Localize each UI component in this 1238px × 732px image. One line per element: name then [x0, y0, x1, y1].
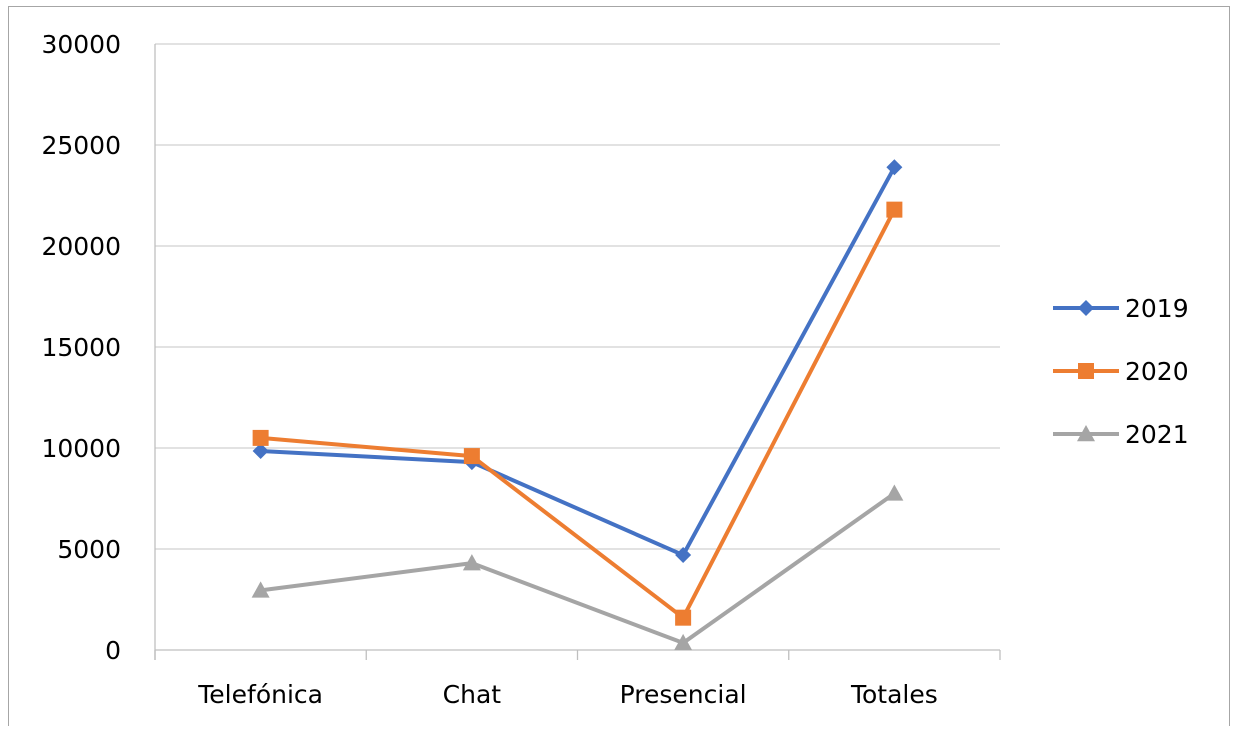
data-point: [252, 443, 269, 460]
data-point: [251, 581, 270, 598]
y-tick-label: 20000: [41, 232, 121, 261]
series-group: [251, 159, 904, 651]
x-tick-label: Totales: [850, 680, 938, 709]
data-point: [674, 633, 693, 651]
legend-label: 2020: [1125, 357, 1189, 386]
axes: [154, 44, 1001, 660]
legend-item-2021: 2021: [1053, 420, 1189, 449]
y-tick-label: 30000: [41, 30, 121, 59]
y-tick-label: 25000: [41, 131, 121, 160]
legend-item-2019: 2019: [1053, 294, 1189, 323]
legend-item-2020: 2020: [1053, 357, 1189, 386]
y-tick-label: 15000: [41, 333, 121, 362]
series-line: [260, 491, 896, 645]
y-tick-label: 0: [105, 636, 121, 665]
data-point: [463, 448, 480, 465]
gridlines: [155, 43, 1000, 550]
data-point: [675, 609, 692, 626]
data-point: [675, 547, 692, 564]
data-point: [886, 201, 903, 218]
legend-marker: [1078, 300, 1094, 316]
chart-frame: [8, 6, 1230, 726]
legend-marker: [1077, 425, 1095, 442]
legend-label: 2021: [1125, 420, 1189, 449]
x-axis-ticks: Telefónica Chat Presencial Totales: [197, 680, 937, 709]
data-point: [462, 554, 481, 571]
series-2019: [252, 159, 903, 564]
y-tick-label: 10000: [41, 434, 121, 463]
data-point: [885, 484, 904, 501]
x-tick-label: Telefónica: [197, 680, 323, 709]
data-point: [886, 159, 903, 176]
series-2021: [251, 484, 904, 651]
y-axis-ticks: 0 5000 10000 15000 20000 25000 30000: [41, 30, 121, 665]
y-tick-label: 5000: [57, 535, 121, 564]
legend-label: 2019: [1125, 294, 1189, 323]
series-line: [260, 208, 897, 620]
x-tick-label: Presencial: [620, 680, 747, 709]
legend: 2019 2020 2021: [1053, 294, 1189, 449]
legend-marker: [1078, 363, 1094, 379]
series-line: [260, 166, 897, 558]
series-2020: [252, 201, 903, 626]
x-tick-label: Chat: [443, 680, 502, 709]
data-point: [252, 429, 269, 446]
